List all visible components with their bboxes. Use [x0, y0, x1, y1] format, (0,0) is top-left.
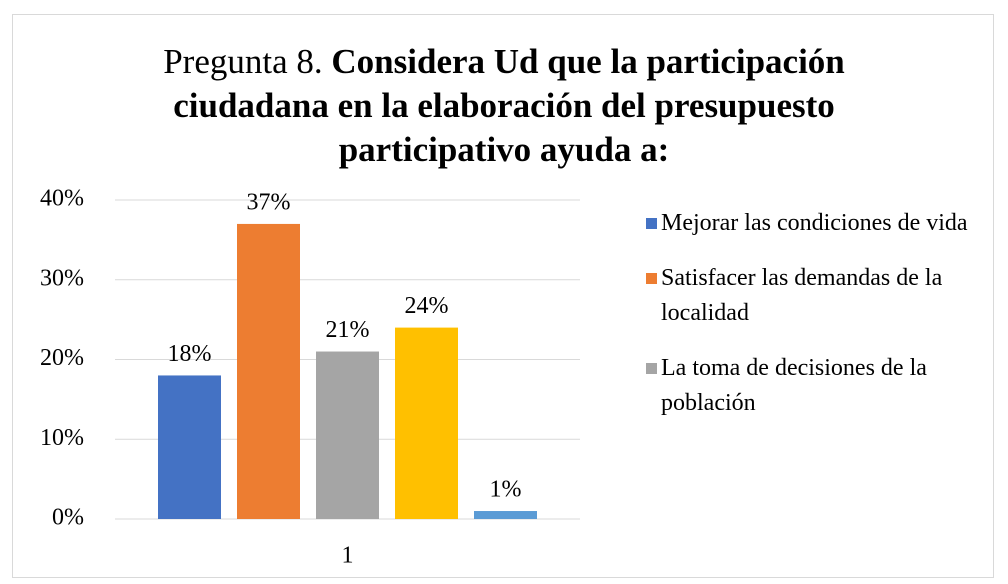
- title-lead: Pregunta 8.: [163, 42, 323, 81]
- legend-swatch: [646, 363, 657, 374]
- legend-entry: Satisfacer las demandas de la localidad: [646, 261, 986, 331]
- bar: [474, 511, 537, 519]
- bar: [237, 223, 300, 520]
- chart-frame: [12, 14, 994, 578]
- legend-entry: Mejorar las condiciones de vida: [646, 206, 986, 241]
- y-tick-label: 40%: [40, 186, 84, 212]
- data-label: 24%: [405, 293, 449, 319]
- bar: [158, 375, 221, 519]
- title-main: Considera Ud que la participación ciudad…: [173, 42, 845, 169]
- y-tick-label: 20%: [40, 345, 84, 371]
- data-label: 21%: [326, 317, 370, 343]
- legend-label: La toma de decisiones de la población: [661, 355, 927, 416]
- legend-entry: La toma de decisiones de la población: [646, 351, 986, 421]
- x-tick-label: 1: [342, 543, 354, 569]
- bar: [395, 327, 458, 519]
- y-tick-label: 10%: [40, 425, 84, 451]
- bar: [316, 351, 379, 519]
- legend: Mejorar las condiciones de vida Satisface…: [646, 206, 986, 441]
- legend-swatch: [646, 218, 657, 229]
- legend-label: Mejorar las condiciones de vida: [661, 210, 968, 236]
- chart-title: Pregunta 8. Considera Ud que la particip…: [124, 40, 884, 172]
- data-label: 1%: [490, 477, 522, 503]
- y-tick-label: 0%: [52, 505, 84, 531]
- legend-swatch: [646, 273, 657, 284]
- y-tick-label: 30%: [40, 265, 84, 291]
- data-label: 37%: [247, 189, 291, 215]
- legend-label: Satisfacer las demandas de la localidad: [661, 265, 943, 326]
- data-label: 18%: [168, 341, 212, 367]
